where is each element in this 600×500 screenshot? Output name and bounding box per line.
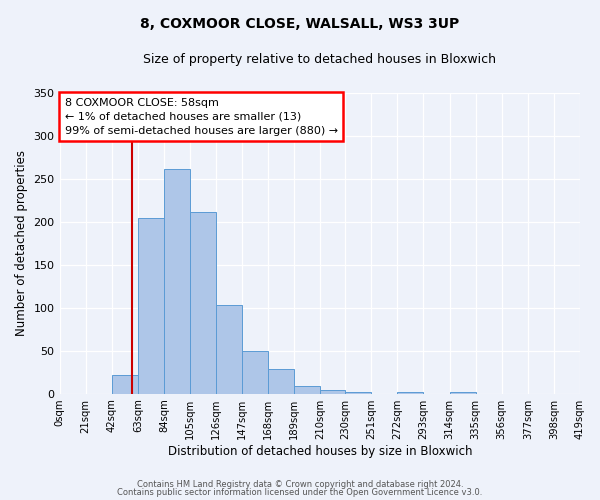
Bar	[112, 375, 138, 394]
Bar	[397, 392, 424, 394]
Bar	[320, 390, 345, 394]
X-axis label: Distribution of detached houses by size in Bloxwich: Distribution of detached houses by size …	[167, 444, 472, 458]
Bar	[449, 392, 476, 394]
Bar	[295, 386, 320, 394]
Bar	[164, 168, 190, 394]
Bar	[138, 218, 164, 394]
Title: Size of property relative to detached houses in Bloxwich: Size of property relative to detached ho…	[143, 52, 496, 66]
Bar	[268, 369, 295, 394]
Y-axis label: Number of detached properties: Number of detached properties	[15, 150, 28, 336]
Text: Contains HM Land Registry data © Crown copyright and database right 2024.: Contains HM Land Registry data © Crown c…	[137, 480, 463, 489]
Text: 8 COXMOOR CLOSE: 58sqm
← 1% of detached houses are smaller (13)
99% of semi-deta: 8 COXMOOR CLOSE: 58sqm ← 1% of detached …	[65, 98, 338, 136]
Bar	[345, 392, 371, 394]
Bar	[216, 305, 242, 394]
Text: Contains public sector information licensed under the Open Government Licence v3: Contains public sector information licen…	[118, 488, 482, 497]
Bar	[242, 351, 268, 394]
Text: 8, COXMOOR CLOSE, WALSALL, WS3 3UP: 8, COXMOOR CLOSE, WALSALL, WS3 3UP	[140, 18, 460, 32]
Bar	[190, 212, 216, 394]
